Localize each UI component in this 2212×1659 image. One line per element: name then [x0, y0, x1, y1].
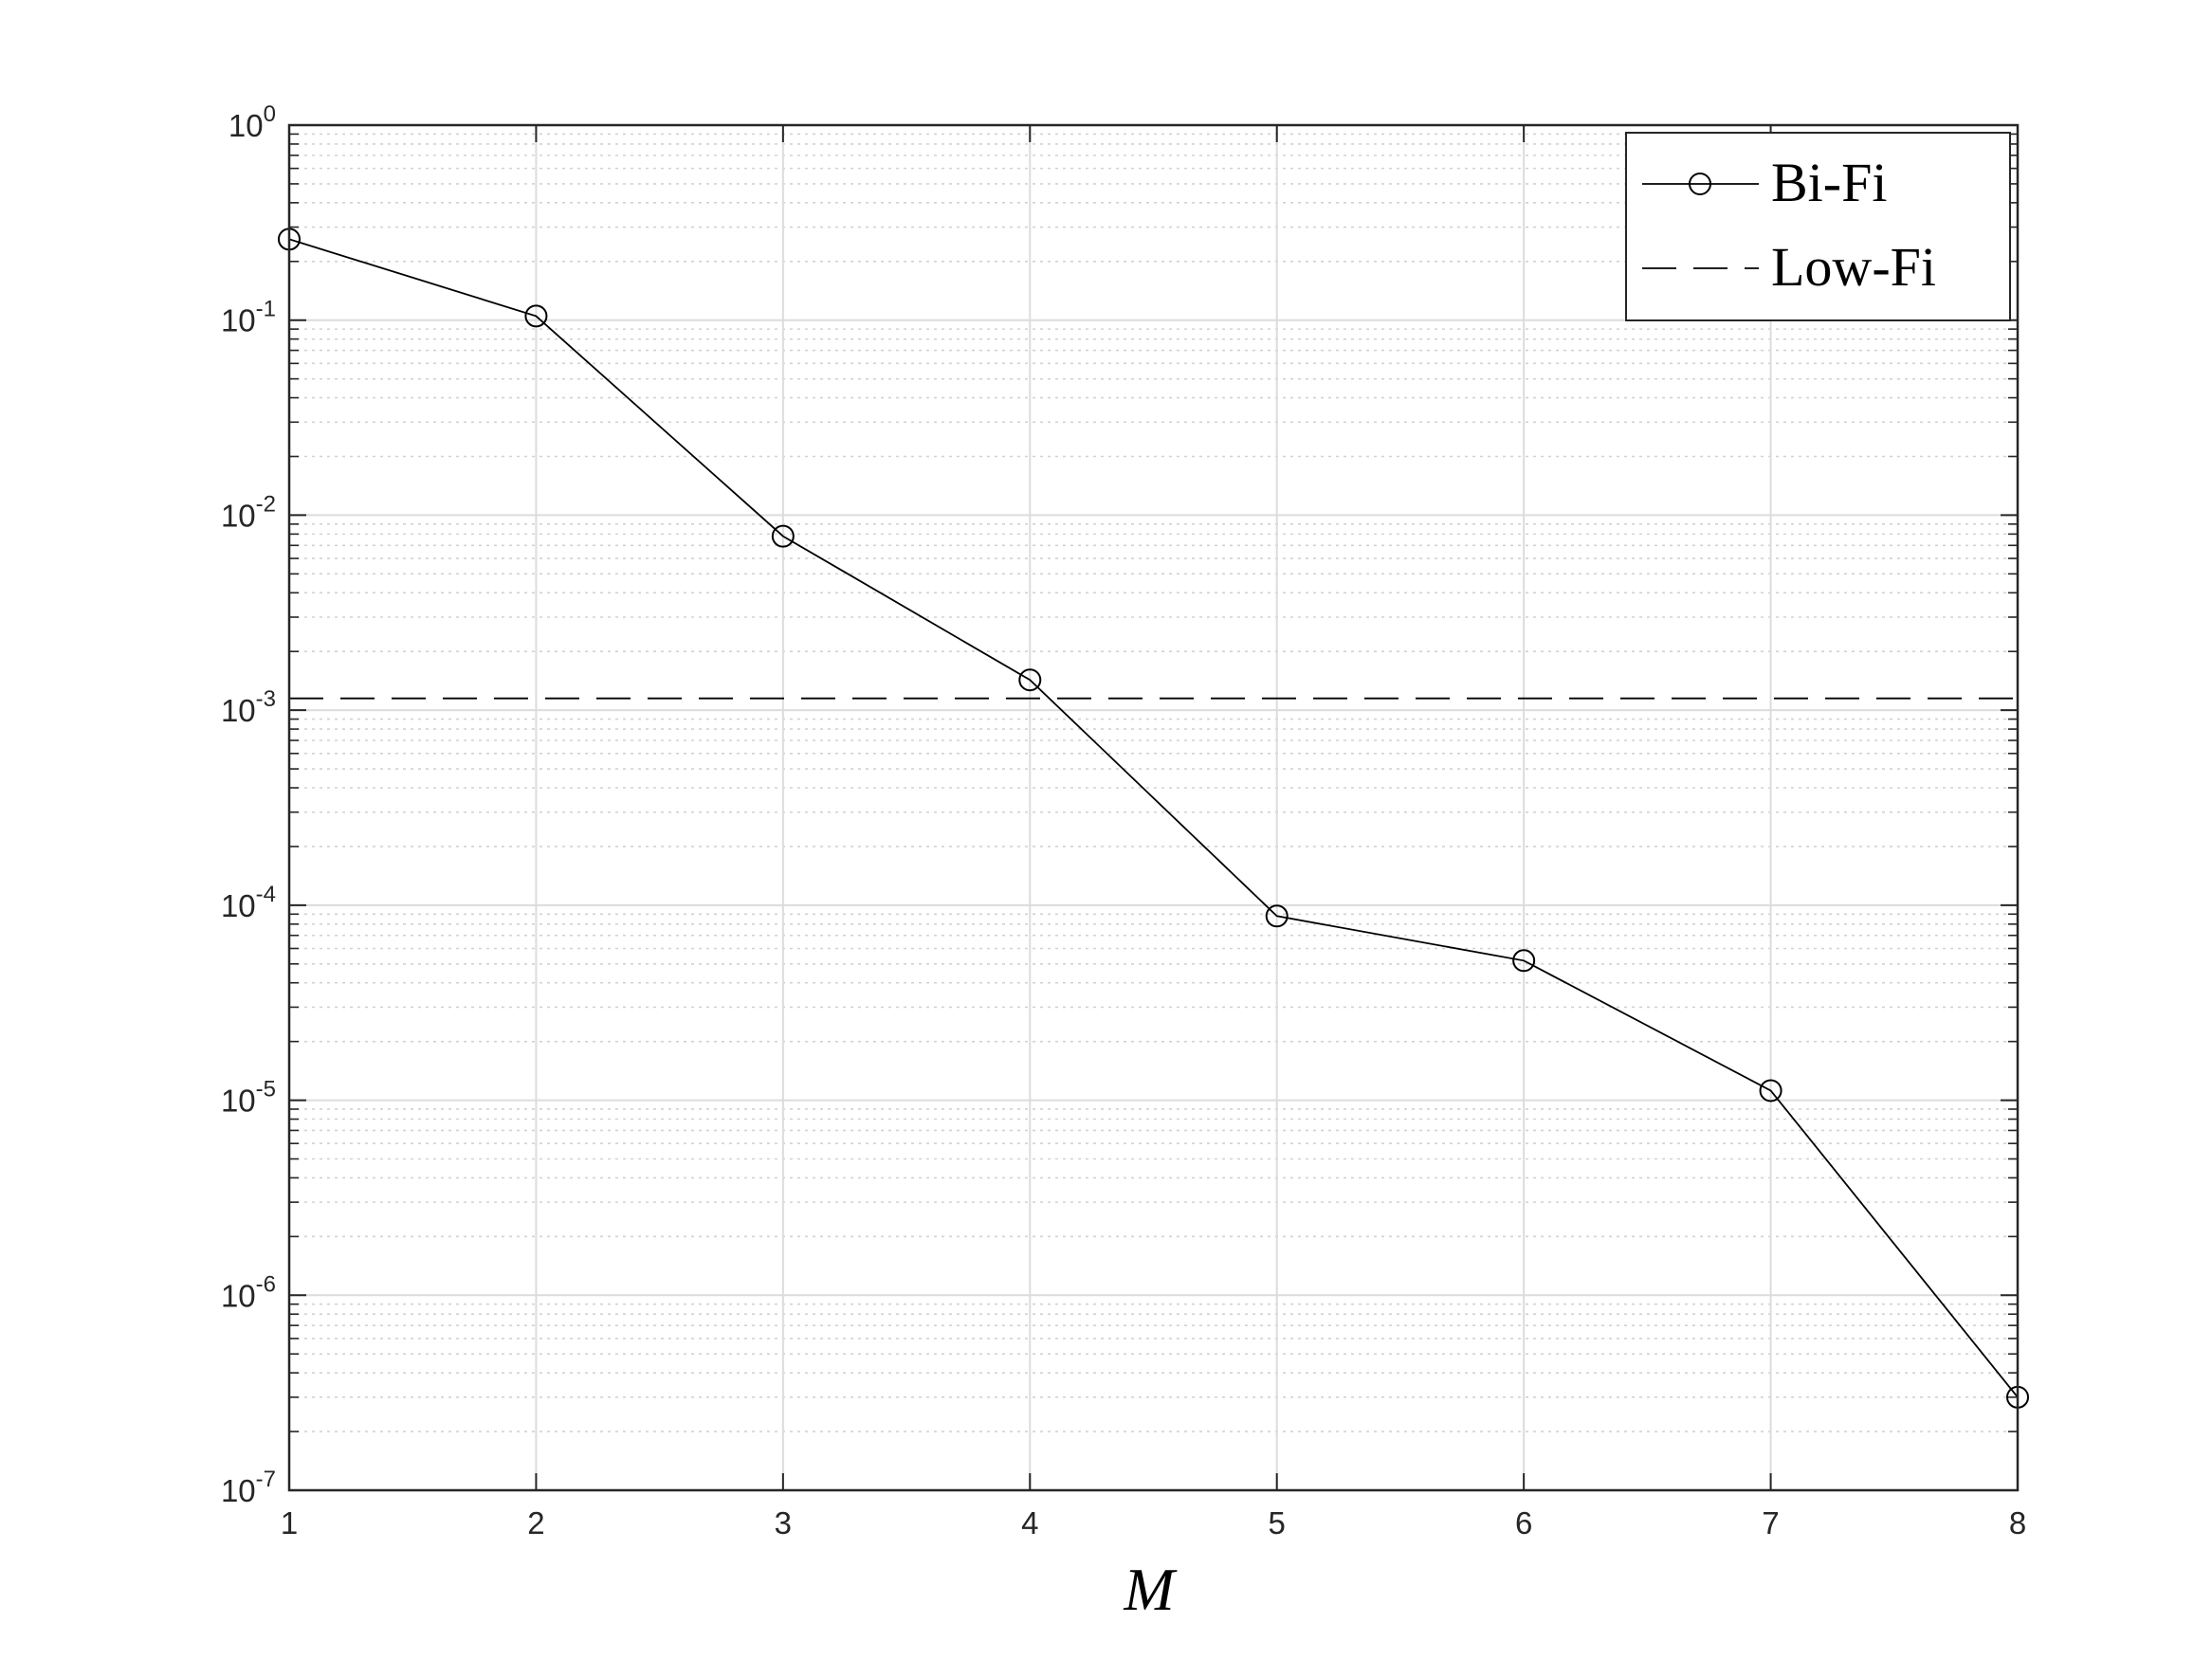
y-tick-label: 10-1 — [221, 297, 276, 338]
x-tick-label: 2 — [527, 1505, 544, 1540]
series-layer — [278, 228, 2029, 1409]
data-point-bi-fi — [1759, 1079, 1782, 1103]
x-tick-labels: 1 2 3 4 5 6 7 8 — [281, 1505, 2026, 1540]
x-axis-label: M — [1123, 1556, 1178, 1623]
data-point-bi-fi — [1265, 904, 1289, 928]
y-tick-label: 100 — [229, 101, 276, 143]
data-point-bi-fi — [524, 304, 548, 328]
x-tick-label: 7 — [1762, 1505, 1779, 1540]
series-line-bi-fi — [288, 238, 2019, 1398]
major-grid — [288, 124, 2019, 1491]
x-tick-label: 5 — [1269, 1505, 1286, 1540]
y-tick-label: 10-6 — [221, 1271, 276, 1313]
data-point-bi-fi — [1512, 949, 1536, 973]
legend-marker-bifi — [1689, 173, 1711, 195]
plot-background — [289, 125, 2018, 1490]
y-tick-label: 10-4 — [221, 882, 276, 923]
legend-box — [1625, 132, 2011, 321]
tick-marks — [288, 124, 2019, 1491]
y-tick-label: 10-2 — [221, 491, 276, 533]
legend-label-lowfi: Low-Fi — [1771, 236, 1936, 298]
x-tick-label: 6 — [1515, 1505, 1532, 1540]
x-tick-label: 4 — [1021, 1505, 1038, 1540]
legend: Bi-Fi Low-Fi — [1625, 132, 2011, 321]
y-tick-label: 10-3 — [221, 686, 276, 728]
x-tick-label: 3 — [775, 1505, 792, 1540]
data-point-bi-fi — [1018, 668, 1042, 692]
data-point-bi-fi — [771, 524, 795, 548]
y-tick-labels: 10-7 10-6 10-5 10-4 10-3 10-2 10-1 100 — [221, 101, 276, 1508]
x-tick-label: 1 — [281, 1505, 298, 1540]
y-tick-label: 10-7 — [221, 1467, 276, 1508]
x-tick-label: 8 — [2009, 1505, 2026, 1540]
plot-frame — [287, 123, 2020, 1492]
legend-label-bifi: Bi-Fi — [1771, 152, 1888, 213]
y-tick-label: 10-5 — [221, 1077, 276, 1119]
